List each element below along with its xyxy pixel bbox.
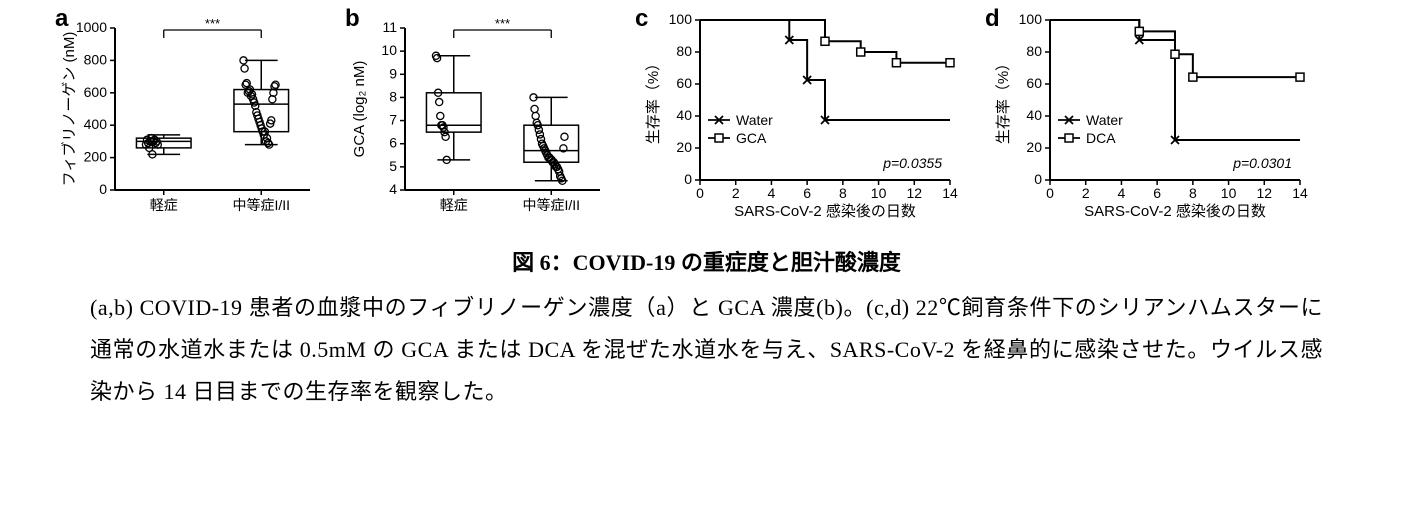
svg-text:9: 9 — [389, 65, 397, 81]
figure-panels: a 02004006008001000フィブリノーゲン (nM)軽症中等症I/I… — [60, 10, 1353, 220]
svg-text:***: *** — [205, 16, 220, 31]
svg-text:1000: 1000 — [76, 19, 107, 35]
chart-d: 0 20 40 60 80 100 0 2 4 6 8 10 12 14 生存率（%） SARS-CoV-2 … — [990, 10, 1310, 220]
svg-text:40: 40 — [676, 107, 692, 123]
svg-text:7: 7 — [389, 112, 397, 128]
svg-text:6: 6 — [1153, 185, 1161, 201]
svg-text:14: 14 — [942, 185, 958, 201]
panel-d: d 02040608010002468101214生存率（%）SARS-CoV-… — [990, 10, 1310, 220]
svg-text:0: 0 — [1046, 185, 1054, 201]
panel-c-label: c — [635, 5, 648, 33]
svg-text:8: 8 — [839, 185, 847, 201]
svg-text:20: 20 — [1026, 139, 1042, 155]
svg-text:12: 12 — [906, 185, 922, 201]
svg-text:80: 80 — [676, 43, 692, 59]
figure-title: 図 6：COVID-19 の重症度と胆汁酸濃度 — [60, 245, 1353, 277]
svg-text:8: 8 — [389, 88, 397, 104]
svg-text:100: 100 — [1019, 11, 1043, 27]
svg-text:0: 0 — [1034, 171, 1042, 187]
svg-text:SARS-CoV-2 感染後の日数: SARS-CoV-2 感染後の日数 — [1084, 203, 1266, 220]
panel-b-label: b — [345, 5, 360, 33]
svg-text:GCA (log₂ nM): GCA (log₂ nM) — [351, 61, 368, 158]
svg-text:200: 200 — [84, 149, 108, 165]
svg-text:0: 0 — [684, 171, 692, 187]
panel-a-label: a — [55, 5, 68, 33]
svg-text:2: 2 — [732, 185, 740, 201]
svg-text:60: 60 — [676, 75, 692, 91]
svg-text:中等症I/II: 中等症I/II — [232, 197, 290, 213]
svg-text:フィブリノーゲン (nM): フィブリノーゲン (nM) — [60, 32, 78, 187]
chart-a: 0 200 400 600 800 1000フィブリノーゲン (nM) 軽症 中等症I/II *… — [60, 10, 320, 220]
figure-caption: (a,b) COVID-19 患者の血漿中のフィブリノーゲン濃度（a）と GCA… — [90, 287, 1323, 412]
chart-c: 0 20 40 60 80 100 0 2 4 6 8 10 12 14 生存率（%） SARS-CoV-2 … — [640, 10, 960, 220]
svg-text:12: 12 — [1256, 185, 1272, 201]
svg-text:p=0.0355: p=0.0355 — [882, 155, 942, 171]
svg-text:Water: Water — [736, 112, 773, 128]
svg-text:20: 20 — [676, 139, 692, 155]
svg-text:80: 80 — [1026, 43, 1042, 59]
svg-text:600: 600 — [84, 84, 108, 100]
panel-d-label: d — [985, 5, 1000, 33]
svg-text:6: 6 — [389, 135, 397, 151]
svg-text:軽症: 軽症 — [440, 197, 468, 213]
svg-text:0: 0 — [99, 181, 107, 197]
svg-text:生存率（%）: 生存率（%） — [645, 56, 662, 144]
panel-a: a 02004006008001000フィブリノーゲン (nM)軽症中等症I/I… — [60, 10, 320, 220]
svg-text:10: 10 — [381, 42, 397, 58]
svg-text:DCA: DCA — [1086, 130, 1116, 146]
svg-text:2: 2 — [1082, 185, 1090, 201]
svg-text:5: 5 — [389, 158, 397, 174]
svg-text:100: 100 — [669, 11, 693, 27]
svg-text:中等症I/II: 中等症I/II — [522, 197, 580, 213]
svg-text:8: 8 — [1189, 185, 1197, 201]
svg-text:10: 10 — [871, 185, 887, 201]
svg-text:p=0.0301: p=0.0301 — [1232, 155, 1292, 171]
svg-text:40: 40 — [1026, 107, 1042, 123]
svg-text:6: 6 — [803, 185, 811, 201]
svg-text:Water: Water — [1086, 112, 1123, 128]
svg-text:GCA: GCA — [736, 130, 767, 146]
svg-text:11: 11 — [382, 19, 397, 35]
svg-text:10: 10 — [1221, 185, 1237, 201]
svg-text:60: 60 — [1026, 75, 1042, 91]
svg-text:4: 4 — [1118, 185, 1126, 201]
svg-text:4: 4 — [768, 185, 776, 201]
chart-b: 4 5 6 7 8 9 10 11 GCA (log₂ nM) 軽症 中等症I/II *** — [350, 10, 610, 220]
svg-text:0: 0 — [696, 185, 704, 201]
panel-b: b 4567891011GCA (log₂ nM)軽症中等症I/II*** — [350, 10, 610, 220]
svg-text:14: 14 — [1292, 185, 1308, 201]
svg-text:4: 4 — [389, 181, 397, 197]
svg-text:***: *** — [495, 16, 510, 31]
svg-text:400: 400 — [84, 116, 108, 132]
svg-text:生存率（%）: 生存率（%） — [995, 56, 1012, 144]
svg-text:SARS-CoV-2 感染後の日数: SARS-CoV-2 感染後の日数 — [734, 203, 916, 220]
svg-text:軽症: 軽症 — [150, 197, 178, 213]
panel-c: c 02040608010002468101214生存率（%）SARS-CoV-… — [640, 10, 960, 220]
svg-text:800: 800 — [84, 51, 108, 67]
